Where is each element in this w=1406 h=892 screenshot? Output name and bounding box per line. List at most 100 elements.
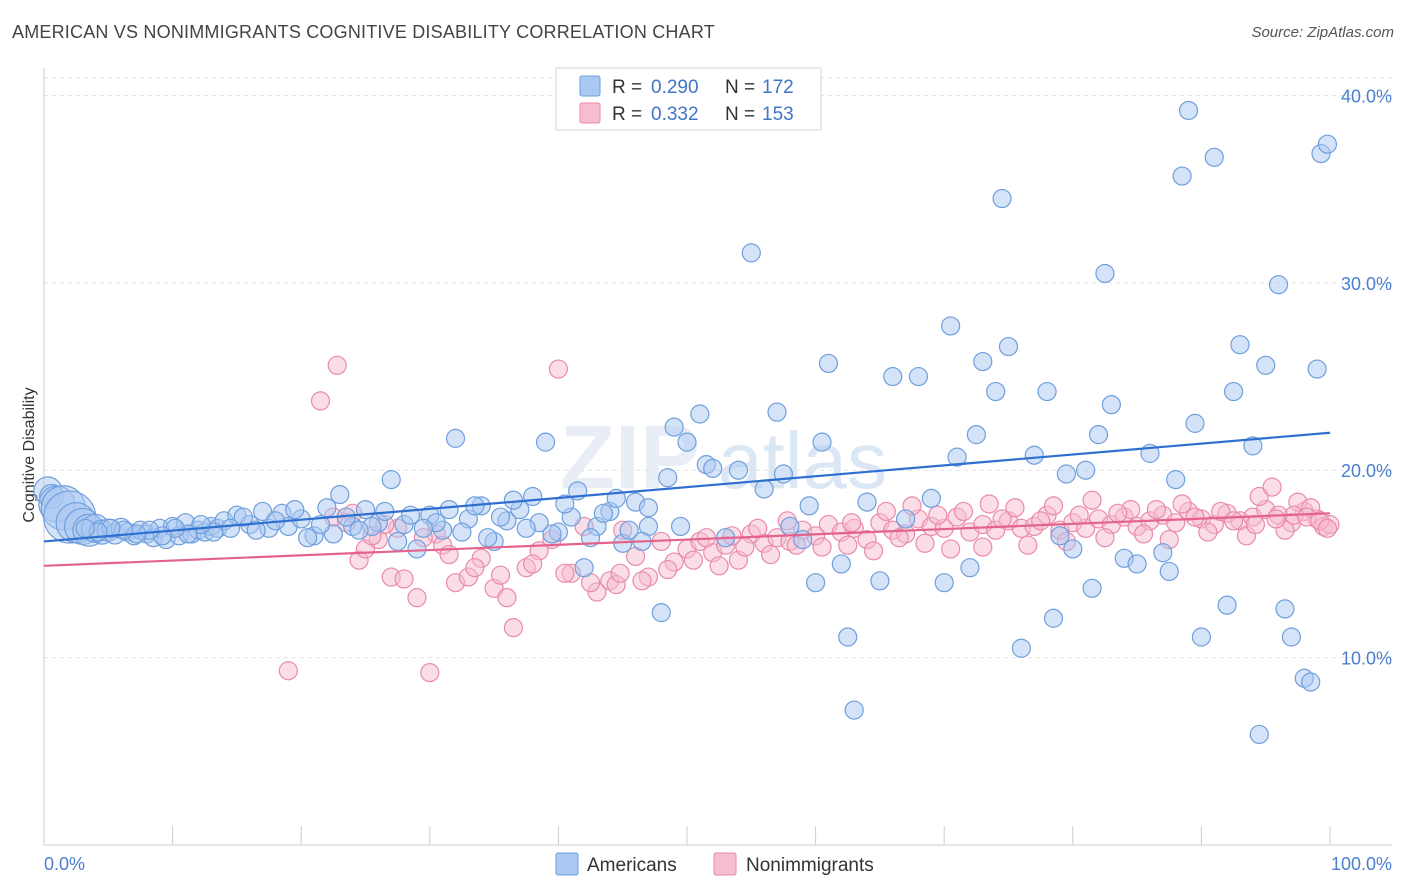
americans-point-181 xyxy=(75,518,95,538)
nonimmigrants-point-107 xyxy=(889,528,909,548)
americans-point-107 xyxy=(1088,425,1109,445)
nonimmigrants-point-142 xyxy=(1223,511,1244,531)
nonimmigrants-point-148 xyxy=(1317,518,1338,538)
nonimmigrants-point-22 xyxy=(548,359,569,379)
americans-point-169 xyxy=(233,507,253,527)
americans-point-99 xyxy=(1024,445,1044,465)
americans-point-72 xyxy=(741,243,761,263)
americans-trend-line xyxy=(43,431,1331,543)
americans-point-73 xyxy=(754,479,774,499)
y-tick-labels: 10.0% 20.0% 30.0% 40.0% xyxy=(1341,86,1392,668)
americans-point-106 xyxy=(1082,578,1102,598)
nonimmigrants-point-122 xyxy=(490,565,511,585)
x-tick-label-min: 0.0% xyxy=(44,854,85,874)
americans-point-76 xyxy=(793,529,813,550)
americans-point-78 xyxy=(812,432,832,452)
nonimmigrants-point-87 xyxy=(1043,496,1064,516)
nonimmigrants-point-106 xyxy=(915,533,935,553)
nonimmigrants-point-139 xyxy=(1108,503,1128,523)
nonimmigrants-point-121 xyxy=(523,554,543,574)
americans-point-53 xyxy=(523,486,543,507)
americans-point-170 xyxy=(220,518,241,538)
legend-nonimmigrants-r-label: R = xyxy=(612,104,642,125)
americans-point-124 xyxy=(1243,436,1263,456)
americans-point-129 xyxy=(1281,627,1302,647)
americans-point-42 xyxy=(381,470,401,490)
americans-point-87 xyxy=(908,366,929,387)
nonimmigrants-point-17 xyxy=(497,588,517,608)
americans-point-47 xyxy=(445,428,466,448)
americans-point-127 xyxy=(1268,275,1289,295)
legend-americans-r-label: R = xyxy=(612,77,642,98)
americans-point-96 xyxy=(992,188,1012,209)
nonimmigrants-point-2 xyxy=(327,355,347,375)
nonimmigrants-point-143 xyxy=(1245,514,1266,535)
bottom-legend-americans-label: Americans xyxy=(587,855,677,876)
nonimmigrants-point-136 xyxy=(992,509,1012,529)
americans-point-104 xyxy=(1063,539,1083,559)
nonimmigrants-point-91 xyxy=(1211,501,1231,522)
nonimmigrants-point-18 xyxy=(503,618,523,638)
nonimmigrants-point-132 xyxy=(876,501,896,522)
americans-point-67 xyxy=(690,404,710,424)
americans-point-102 xyxy=(1050,526,1070,546)
americans-point-95 xyxy=(986,381,1006,402)
americans-point-97 xyxy=(998,336,1019,357)
americans-point-74 xyxy=(767,402,787,422)
americans-point-146 xyxy=(542,524,562,544)
americans-point-108 xyxy=(1095,263,1115,284)
nonimmigrants-point-116 xyxy=(658,559,678,580)
bottom-legend-nonimmigrants-label: Nonimmigrants xyxy=(746,855,874,876)
nonimmigrants-point-114 xyxy=(709,556,729,576)
americans-point-131 xyxy=(1301,672,1321,692)
nonimmigrants-point-85 xyxy=(979,494,999,514)
legend-nonimmigrants-n-value: 153 xyxy=(762,104,794,125)
americans-point-158 xyxy=(388,531,408,552)
nonimmigrants-point-140 xyxy=(1146,499,1166,520)
y-axis-label: Cognitive Disability xyxy=(21,387,38,522)
nonimmigrants-point-115 xyxy=(683,550,704,570)
americans-point-142 xyxy=(593,503,614,523)
americans-point-85 xyxy=(883,366,903,387)
americans-point-119 xyxy=(1191,627,1212,647)
x-axis-ticks xyxy=(43,826,1331,845)
americans-point-117 xyxy=(1178,100,1199,121)
americans-point-116 xyxy=(1172,166,1192,186)
nonimmigrants-point-90 xyxy=(1172,494,1192,514)
americans-point-105 xyxy=(1076,460,1096,480)
americans-point-66 xyxy=(677,432,697,452)
americans-point-153 xyxy=(452,522,472,542)
americans-point-111 xyxy=(1127,554,1147,574)
nonimmigrants-point-118 xyxy=(610,563,630,583)
americans-point-98 xyxy=(1011,638,1031,658)
nonimmigrants-point-108 xyxy=(863,541,884,561)
legend-nonimmigrants-swatch xyxy=(579,102,601,124)
nonimmigrants-point-92 xyxy=(1249,486,1269,507)
nonimmigrants-point-0 xyxy=(278,661,298,681)
nonimmigrants-point-120 xyxy=(555,563,575,583)
americans-point-31 xyxy=(253,501,273,522)
americans-point-156 xyxy=(413,518,433,538)
nonimmigrants-point-8 xyxy=(394,569,414,589)
nonimmigrants-point-88 xyxy=(1082,490,1102,510)
americans-point-79 xyxy=(818,353,839,374)
nonimmigrants-point-1 xyxy=(310,391,331,411)
americans-point-166 xyxy=(285,499,305,520)
nonimmigrants-point-144 xyxy=(1266,509,1286,529)
americans-point-143 xyxy=(580,528,601,548)
americans-point-161 xyxy=(349,520,369,540)
nonimmigrants-point-137 xyxy=(1031,511,1051,531)
americans-point-122 xyxy=(1223,381,1244,402)
americans-point-114 xyxy=(1159,561,1179,582)
americans-point-63 xyxy=(651,603,671,623)
nonimmigrants-point-141 xyxy=(1185,507,1205,527)
nonimmigrants-point-10 xyxy=(420,663,440,683)
chart-title: AMERICAN VS NONIMMIGRANTS COGNITIVE DISA… xyxy=(12,22,715,42)
americans-point-109 xyxy=(1101,395,1121,415)
americans-point-84 xyxy=(870,571,890,591)
americans-point-92 xyxy=(960,558,980,578)
americans-point-83 xyxy=(857,492,877,512)
nonimmigrants-point-134 xyxy=(928,505,948,525)
americans-point-65 xyxy=(664,417,684,437)
